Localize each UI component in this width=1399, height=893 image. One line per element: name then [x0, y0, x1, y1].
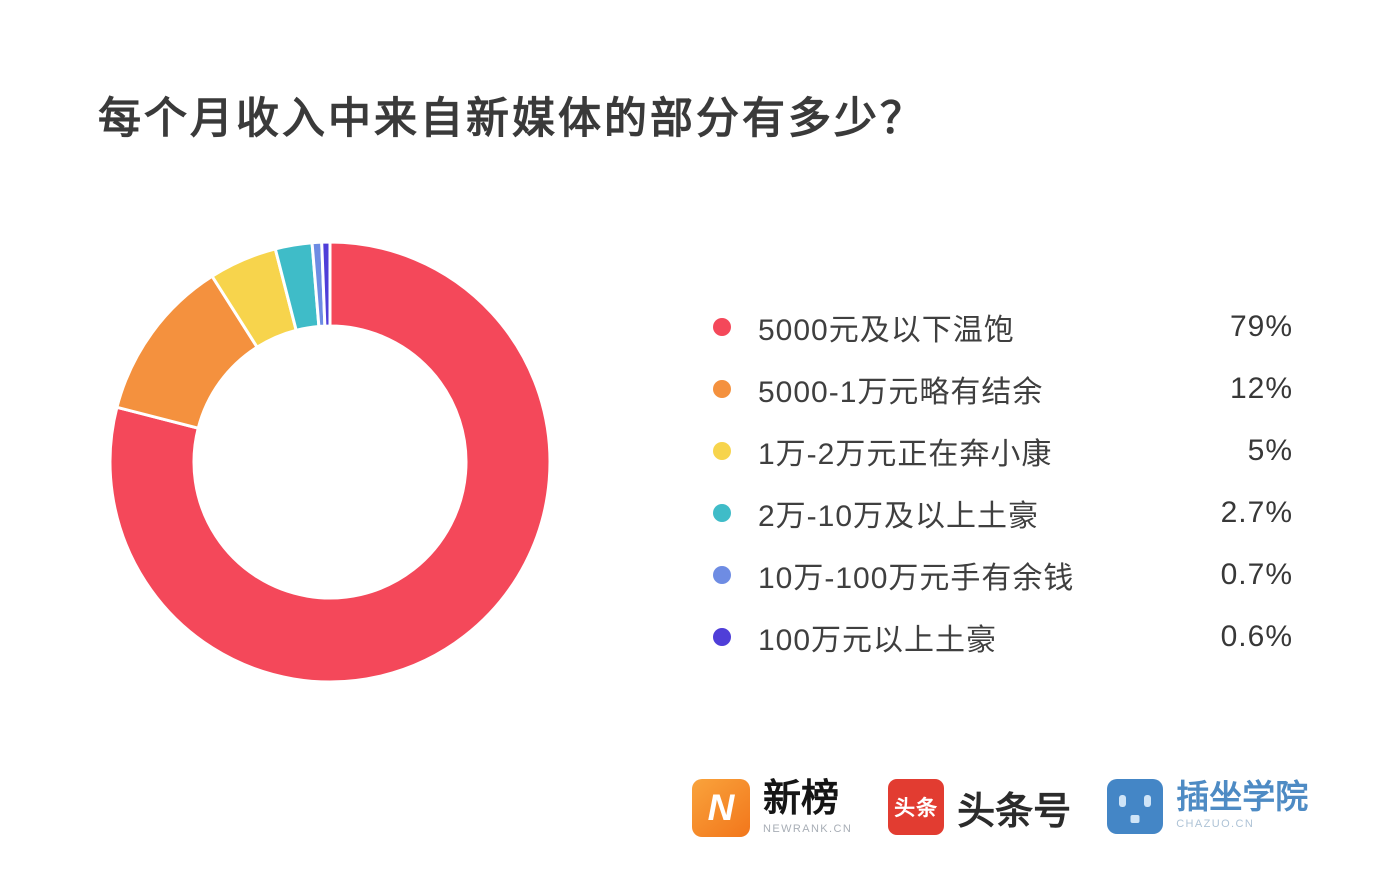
legend-color-dot [713, 442, 731, 460]
logo-newrank: N 新榜 NEWRANK.CN [692, 779, 852, 837]
logo-toutiao: 头条 头条号 [888, 779, 1071, 835]
chart-legend: 5000元及以下温饱 79% 5000-1万元略有结余 12% 1万-2万元正在… [713, 296, 1293, 668]
legend-color-dot [713, 380, 731, 398]
chazuo-icon-eye-right [1144, 795, 1152, 807]
legend-color-dot [713, 628, 731, 646]
legend-item: 5000-1万元略有结余 12% [713, 358, 1293, 420]
legend-item: 1万-2万元正在奔小康 5% [713, 420, 1293, 482]
newrank-logo-icon: N [692, 779, 750, 837]
legend-value: 5% [1247, 434, 1293, 467]
donut-slice [320, 240, 332, 328]
logo-chazuo: 插坐学院 CHAZUO.CN [1107, 779, 1308, 834]
toutiao-logo-icon: 头条 [888, 779, 945, 835]
legend-value: 12% [1229, 372, 1293, 405]
legend-value: 2.7% [1220, 496, 1293, 529]
donut-slice [108, 240, 552, 684]
chart-title: 每个月收入中来自新媒体的部分有多少？ [98, 95, 926, 143]
legend-color-dot [713, 504, 731, 522]
legend-label: 2万-10万及以上土豪 [758, 500, 1040, 533]
legend-label: 10万-100万元手有余钱 [758, 562, 1075, 595]
legend-label: 1万-2万元正在奔小康 [758, 438, 1053, 471]
toutiao-icon-glyph: 头条 [894, 797, 939, 820]
chazuo-logo-title: 插坐学院 [1176, 778, 1309, 815]
newrank-logo-text: 新榜 NEWRANK.CN [763, 778, 853, 835]
legend-color-dot [713, 318, 731, 336]
legend-value: 79% [1229, 310, 1293, 343]
legend-label: 5000-1万元略有结余 [758, 376, 1044, 409]
legend-label: 100万元以上土豪 [758, 624, 998, 657]
newrank-icon-glyph: N [707, 787, 735, 828]
legend-value: 0.7% [1220, 558, 1293, 591]
legend-item: 2万-10万及以上土豪 2.7% [713, 482, 1293, 544]
brand-logos: N 新榜 NEWRANK.CN 头条 头条号 插坐学院 CHAZUO.CN [692, 779, 1308, 837]
legend-item: 100万元以上土豪 0.6% [713, 606, 1293, 668]
newrank-logo-title: 新榜 [763, 778, 840, 820]
legend-label: 5000元及以下温饱 [758, 314, 1015, 347]
toutiao-logo-title: 头条号 [957, 790, 1072, 833]
chazuo-logo-text: 插坐学院 CHAZUO.CN [1176, 778, 1309, 830]
newrank-logo-subtitle: NEWRANK.CN [763, 822, 853, 835]
chazuo-logo-icon [1107, 779, 1164, 834]
chazuo-icon-eye-left [1119, 795, 1127, 807]
legend-value: 0.6% [1220, 620, 1293, 653]
chazuo-icon-mouth [1130, 815, 1140, 823]
legend-color-dot [713, 566, 731, 584]
donut-chart [108, 240, 552, 684]
chazuo-logo-subtitle: CHAZUO.CN [1176, 817, 1255, 830]
legend-item: 10万-100万元手有余钱 0.7% [713, 544, 1293, 606]
legend-item: 5000元及以下温饱 79% [713, 296, 1293, 358]
